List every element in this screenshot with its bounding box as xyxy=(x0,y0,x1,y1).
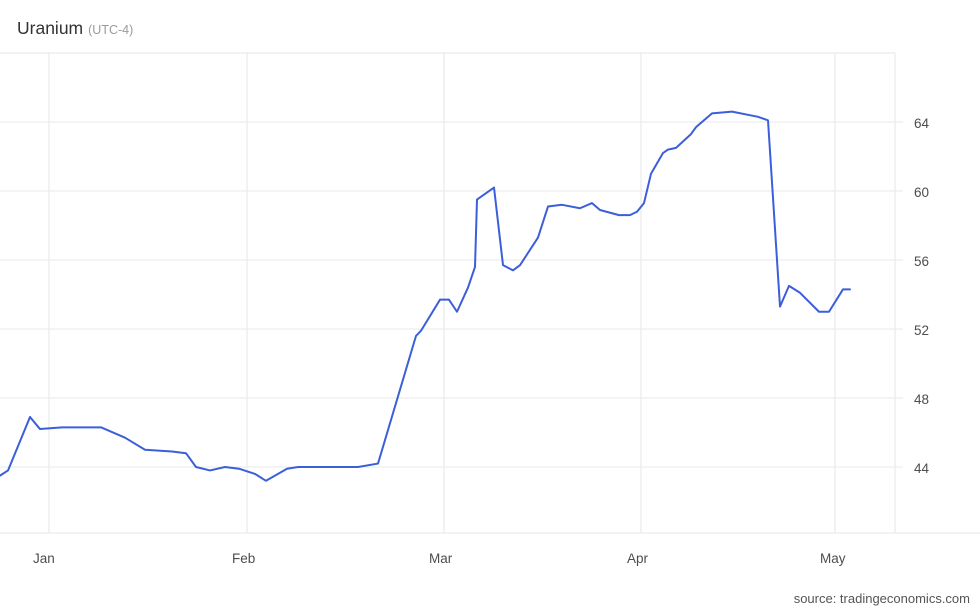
svg-text:Jan: Jan xyxy=(33,551,55,566)
svg-text:Apr: Apr xyxy=(627,551,649,566)
svg-text:60: 60 xyxy=(914,185,929,200)
svg-text:64: 64 xyxy=(914,116,930,131)
svg-text:Feb: Feb xyxy=(232,551,255,566)
svg-text:44: 44 xyxy=(914,461,930,476)
svg-text:48: 48 xyxy=(914,392,929,407)
svg-text:Mar: Mar xyxy=(429,551,453,566)
svg-text:56: 56 xyxy=(914,254,929,269)
svg-text:52: 52 xyxy=(914,323,929,338)
svg-text:May: May xyxy=(820,551,846,566)
